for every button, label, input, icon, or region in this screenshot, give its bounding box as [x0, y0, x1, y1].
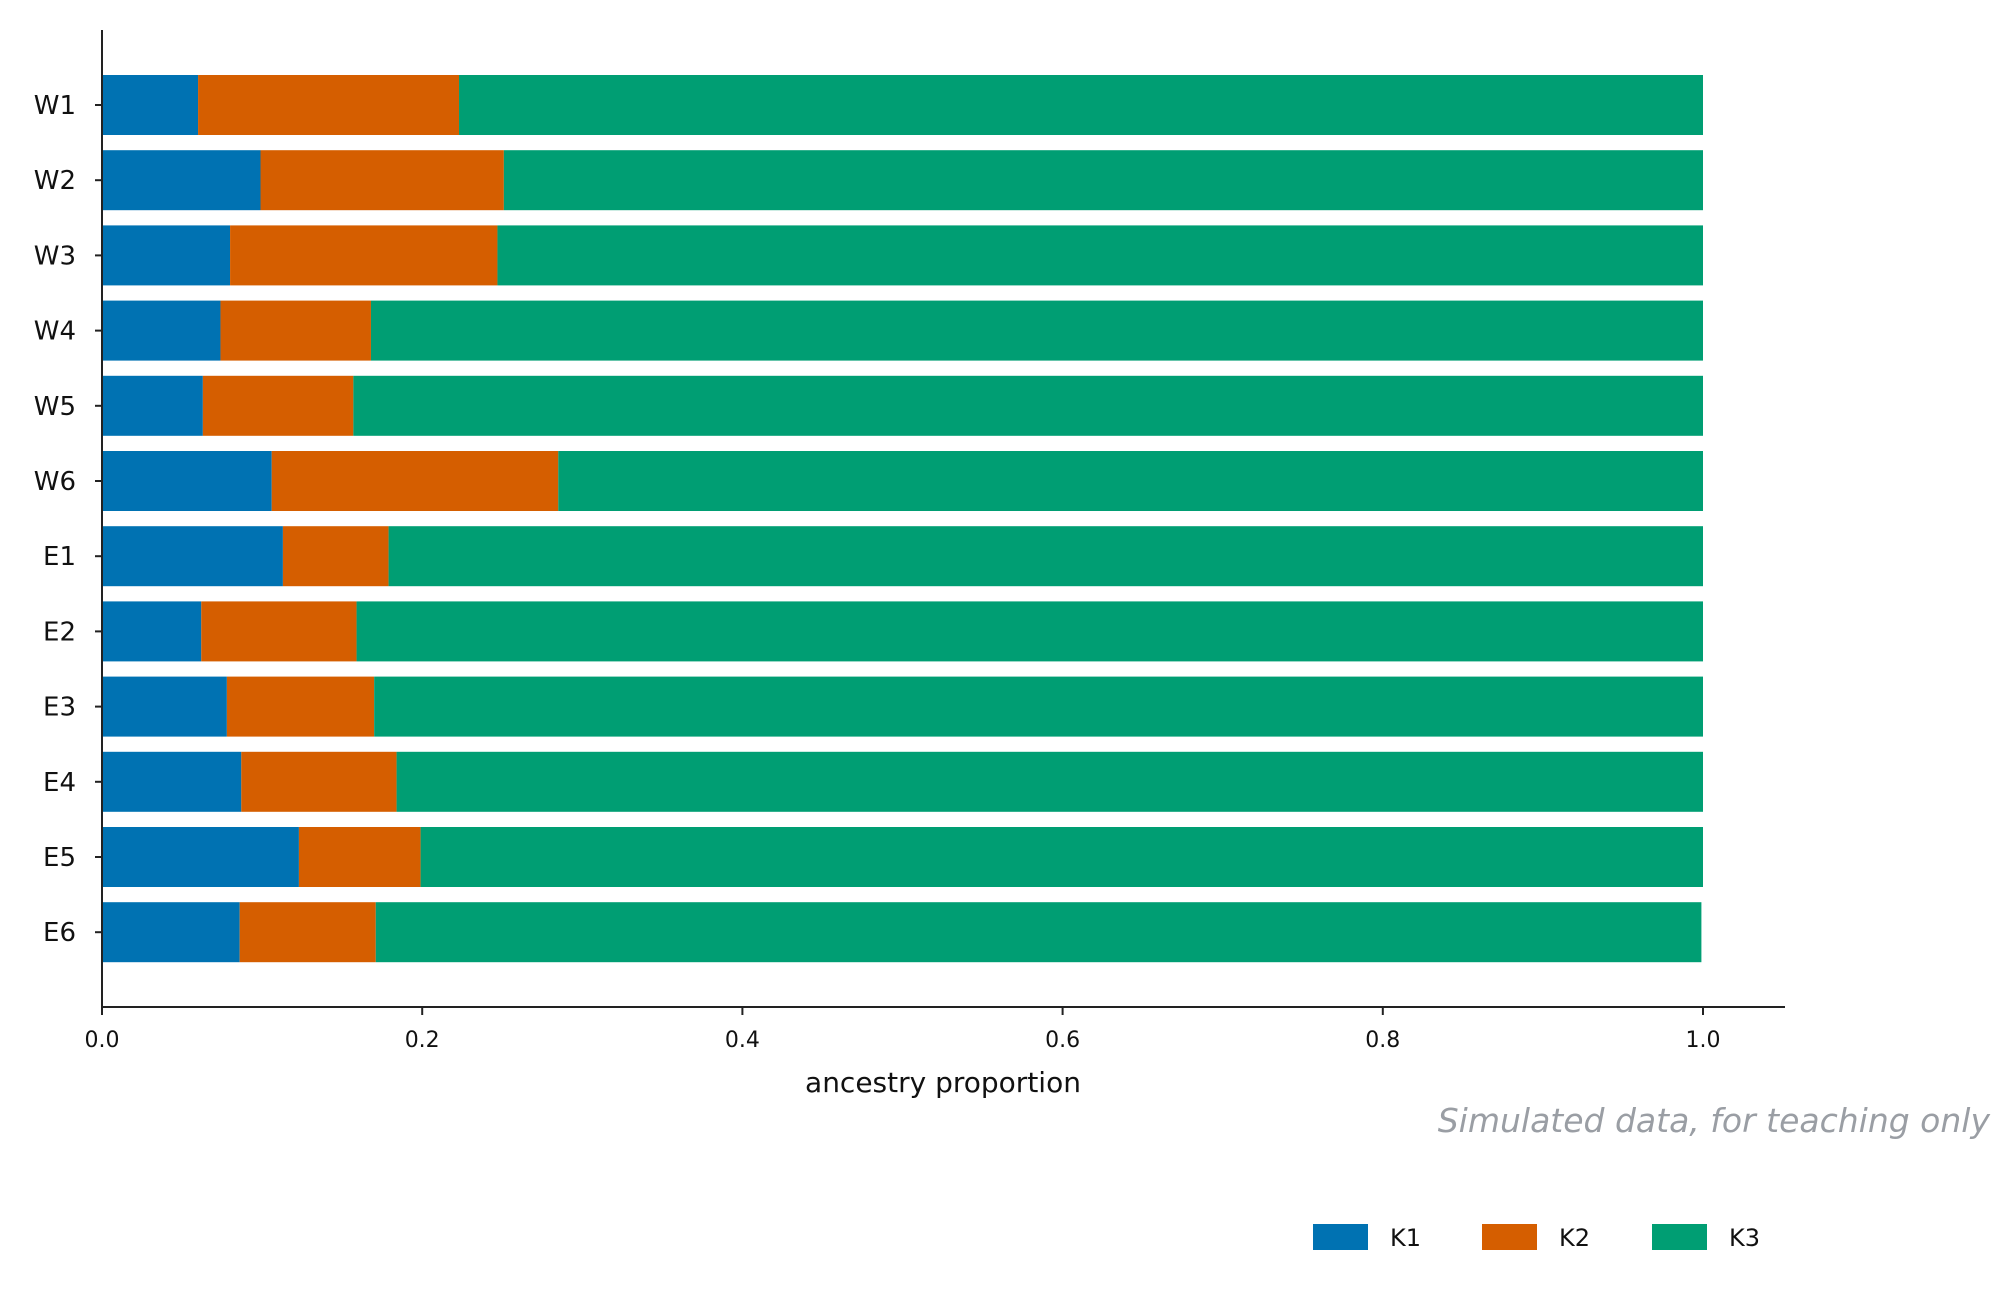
bar-W2-K2: [260, 150, 504, 211]
bar-W1-K3: [459, 75, 1703, 135]
bar-E4-K2: [241, 751, 397, 812]
bar-E4-K3: [396, 751, 1704, 812]
bar-W4-K3: [370, 300, 1704, 361]
bar-W5-K1: [102, 375, 203, 436]
y-ticks-group: W1 W2 W3 W4 W5 W6 E1 E2 E3 E4 E5 E6: [34, 91, 102, 948]
legend: K1 K2 K3: [1313, 1224, 1760, 1252]
bar-W1-K1: [102, 75, 199, 135]
y-tick-label: E3: [43, 693, 76, 723]
legend-swatch-K1: [1313, 1224, 1368, 1250]
bar-W3-K2: [230, 225, 498, 286]
y-tick-label: W5: [34, 392, 76, 422]
bar-W4-K1: [102, 300, 221, 361]
y-tick-label: E5: [43, 843, 76, 873]
y-tick-label: W3: [34, 241, 76, 271]
bar-E1-K2: [282, 526, 389, 587]
bar-E5-K1: [102, 827, 299, 887]
bar-W6-K2: [271, 451, 559, 511]
bar-E4-K1: [102, 751, 242, 812]
bar-E2-K1: [102, 601, 202, 662]
bar-W6-K1: [102, 451, 272, 511]
legend-label-K1: K1: [1390, 1224, 1421, 1252]
bar-W2-K3: [503, 150, 1704, 211]
bar-E6-K2: [239, 902, 376, 963]
y-tick-label: W2: [34, 166, 76, 196]
legend-label-K2: K2: [1559, 1224, 1590, 1252]
y-tick-label: W1: [34, 91, 76, 121]
x-tick-label: 0.6: [1045, 1028, 1080, 1053]
simulated-data-note: Simulated data, for teaching only: [1438, 1101, 1991, 1140]
bar-E5-K3: [420, 827, 1704, 887]
x-tick-label: 0.8: [1365, 1028, 1400, 1053]
x-tick-label: 1.0: [1686, 1028, 1721, 1053]
y-tick-label: W4: [34, 317, 76, 347]
legend-swatch-K3: [1652, 1224, 1707, 1250]
y-tick-label: E6: [43, 918, 76, 948]
bar-W5-K2: [202, 375, 354, 436]
x-tick-label: 0.2: [405, 1028, 440, 1053]
y-tick-label: E1: [43, 542, 76, 572]
bars-group: [102, 75, 1704, 963]
y-tick-label: W6: [34, 467, 76, 497]
bar-E6-K1: [102, 902, 240, 963]
bar-E3-K3: [374, 676, 1703, 737]
bar-E5-K2: [298, 827, 421, 887]
bar-E6-K3: [375, 902, 1702, 963]
bar-E1-K1: [102, 526, 283, 587]
y-tick-label: E4: [43, 768, 76, 798]
y-tick-label: E2: [43, 617, 76, 647]
bar-W2-K1: [102, 150, 261, 211]
bar-W5-K3: [353, 375, 1703, 436]
x-axis-title: ancestry proportion: [805, 1066, 1081, 1099]
bar-E3-K1: [102, 676, 227, 737]
x-tick-label: 0.4: [725, 1028, 760, 1053]
bar-W6-K3: [558, 451, 1703, 511]
bar-W3-K3: [497, 225, 1704, 286]
legend-swatch-K2: [1482, 1224, 1537, 1250]
legend-label-K3: K3: [1729, 1224, 1760, 1252]
x-ticks-group: 0.0 0.2 0.4 0.6 0.8 1.0: [85, 1007, 1721, 1053]
bar-W1-K2: [198, 75, 460, 135]
bar-E2-K2: [201, 601, 357, 662]
bar-E1-K3: [388, 526, 1704, 587]
bar-W4-K2: [220, 300, 371, 361]
bar-W3-K1: [102, 225, 231, 286]
bar-E3-K2: [226, 676, 375, 737]
bar-E2-K3: [356, 601, 1703, 662]
x-tick-label: 0.0: [85, 1028, 120, 1053]
